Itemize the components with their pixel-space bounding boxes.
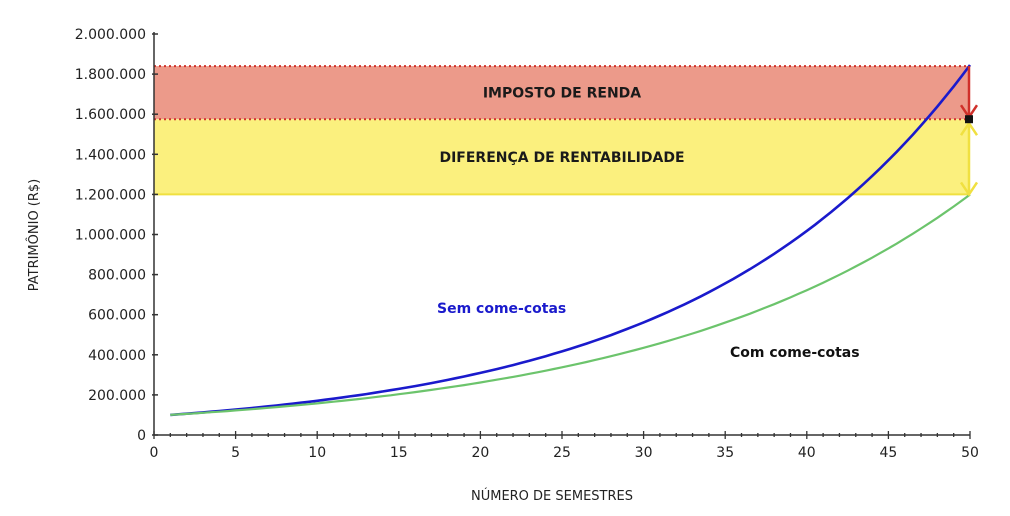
- annotation-arrows: [959, 66, 979, 197]
- y-tick-label: 1.000.000: [75, 228, 146, 244]
- y-tick-label: 0: [137, 428, 146, 444]
- band-label-diferenca-rentabilidade: DIFERENÇA DE RENTABILIDADE: [439, 150, 684, 166]
- x-tick-label: 20: [471, 445, 489, 461]
- x-tick-label: 25: [553, 445, 571, 461]
- x-tick-label: 15: [390, 445, 408, 461]
- x-tick-label: 35: [716, 445, 734, 461]
- arrow-down-icon: [959, 181, 979, 197]
- band-label-imposto-de-renda: IMPOSTO DE RENDA: [483, 86, 641, 102]
- x-tick-label: 0: [150, 445, 159, 461]
- y-tick-label: 1.200.000: [75, 187, 146, 203]
- annotation-bands: [154, 65, 970, 196]
- y-tick-label: 200.000: [88, 388, 146, 404]
- x-tick-label: 50: [961, 445, 979, 461]
- y-tick-label: 800.000: [88, 268, 146, 284]
- series-lines: [170, 64, 972, 417]
- y-tick-label: 600.000: [88, 308, 146, 324]
- series-label-com-come-cotas: Com come-cotas: [730, 345, 860, 361]
- axes: 0 200.000 400.000 600.000 800.000 1.000.000 1.…: [75, 27, 979, 461]
- x-tick-label: 40: [798, 445, 816, 461]
- series-labels: Sem come-cotas Com come-cotas: [437, 301, 860, 361]
- x-tick-label: 10: [308, 445, 326, 461]
- band-labels: IMPOSTO DE RENDA DIFERENÇA DE RENTABILID…: [439, 86, 684, 166]
- y-tick-label: 400.000: [88, 348, 146, 364]
- series-label-sem-come-cotas: Sem come-cotas: [437, 301, 566, 317]
- x-tick-label: 30: [635, 445, 653, 461]
- series-line-com-come-cotas: [170, 193, 971, 416]
- band-0: [154, 66, 970, 120]
- x-tick-label: 5: [231, 445, 240, 461]
- y-tick-label: 1.800.000: [75, 67, 146, 83]
- arrow-junction-marker: [965, 115, 973, 124]
- x-axis-title: NÚMERO DE SEMESTRES: [471, 488, 633, 504]
- series-line-sem-come-cotas: [170, 64, 972, 417]
- y-tick-label: 1.400.000: [75, 147, 146, 163]
- arrow-up-icon: [959, 120, 979, 136]
- y-tick-label: 1.600.000: [75, 107, 146, 123]
- y-axis-title: PATRIMÔNIO (R$): [26, 179, 42, 292]
- y-tick-label: 2.000.000: [75, 27, 146, 43]
- band-1: [154, 119, 970, 195]
- x-tick-label: 45: [879, 445, 897, 461]
